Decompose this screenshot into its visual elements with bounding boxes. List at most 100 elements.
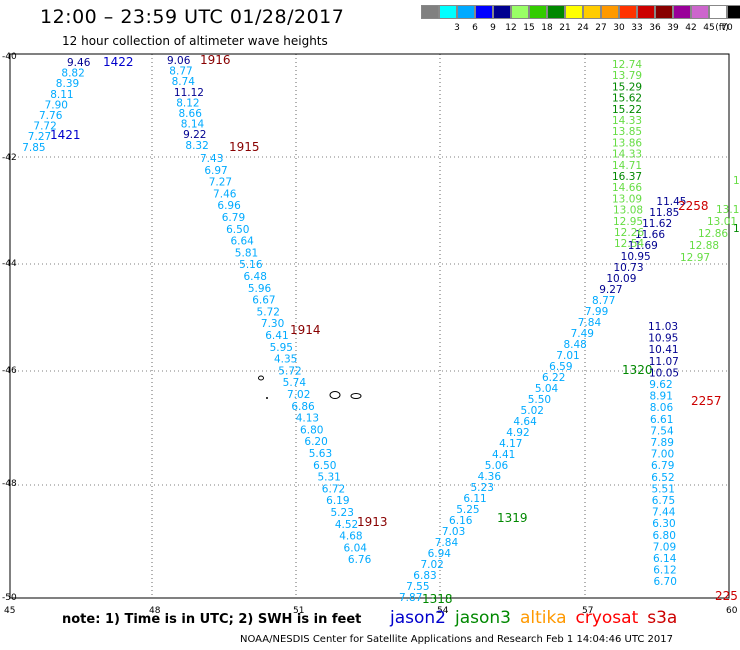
swh-value: 6.79 — [651, 460, 674, 472]
swh-value: 5.72 — [257, 306, 280, 318]
swh-value: 8.06 — [650, 402, 674, 414]
swh-value: 10.73 — [614, 262, 644, 274]
lat-tick-label: -44 — [2, 259, 17, 269]
swh-value: 4.41 — [492, 449, 515, 461]
lon-tick-label: 51 — [293, 606, 304, 616]
pass-time-label: 1421 — [50, 128, 81, 142]
swh-value: 6.96 — [217, 200, 241, 212]
swh-value: 10.95 — [648, 333, 678, 345]
swh-value: 4.52 — [335, 519, 358, 531]
swh-value: 8.39 — [56, 78, 79, 90]
swh-value: 11.69 — [628, 240, 658, 252]
swh-value: 7.99 — [585, 306, 608, 318]
legend-tick-label: 12 — [505, 23, 517, 33]
swh-value: 7.55 — [406, 581, 429, 593]
swh-value: 7.87 — [399, 592, 422, 604]
swh-value: 5.23 — [331, 507, 354, 519]
swh-value: 6.19 — [326, 495, 349, 507]
satellite-legend: jason2 jason3 altika cryosat s3a — [390, 608, 686, 628]
swh-value: 5.02 — [521, 405, 544, 417]
swh-value: 4.68 — [339, 531, 362, 543]
legend-swatch — [655, 5, 673, 19]
swh-value: 7.43 — [200, 153, 223, 165]
map-frame — [9, 53, 730, 599]
pass-time-label: 1318 — [422, 592, 453, 606]
swh-value: 16.37 — [612, 171, 642, 183]
legend-swatch — [475, 5, 493, 19]
island-shape — [350, 393, 362, 399]
legend-swatch — [709, 5, 727, 19]
swh-value: 5.74 — [283, 377, 307, 389]
swh-value: 5.23 — [471, 482, 494, 494]
swh-value: 8.77 — [592, 295, 615, 307]
swh-value: 14.33 — [612, 115, 642, 127]
pass-time-label: 2257 — [691, 394, 722, 408]
swh-value: 13.86 — [612, 137, 642, 149]
legend-tick-label: 33 — [631, 23, 643, 33]
lon-tick-label: 60 — [726, 606, 738, 616]
island-shape — [329, 391, 341, 399]
swh-value: 8.91 — [650, 391, 673, 403]
swh-value: 6.86 — [291, 401, 315, 413]
swh-value: 6.83 — [413, 570, 436, 582]
swh-value: 5.72 — [278, 365, 301, 377]
satellite-label-jason2: jason2 — [390, 608, 446, 628]
lat-tick-label: -40 — [2, 52, 17, 62]
swh-value: 6.20 — [304, 436, 327, 448]
legend-swatch — [421, 5, 439, 19]
swh-value: 10.05 — [649, 367, 679, 379]
page-subtitle: 12 hour collection of altimeter wave hei… — [62, 34, 328, 48]
swh-value: 7.09 — [653, 541, 676, 553]
swh-value: 5.51 — [652, 483, 675, 495]
swh-value: 1 — [733, 223, 740, 235]
legend-swatch — [493, 5, 511, 19]
swh-value: 5.50 — [528, 394, 551, 406]
swh-value: 6.79 — [222, 212, 245, 224]
swh-value: 4.64 — [513, 416, 537, 428]
swh-value: 7.84 — [435, 537, 459, 549]
swh-value: 7.49 — [571, 328, 594, 340]
swh-value: 6.22 — [542, 372, 565, 384]
swh-value: 6.12 — [653, 565, 676, 577]
swh-value: 14.71 — [612, 160, 642, 172]
swh-value: 7.84 — [578, 317, 602, 329]
swh-value: 12.26 — [614, 227, 644, 239]
legend-swatch — [601, 5, 619, 19]
swh-value: 9.06 — [167, 55, 191, 67]
pass-time-label: 1320 — [622, 363, 653, 377]
swh-value: 6.59 — [549, 361, 572, 373]
swh-value: 7.00 — [651, 449, 674, 461]
swh-value: 9.62 — [649, 379, 672, 391]
satellite-label-jason3: jason3 — [455, 608, 511, 628]
legend-tick-label: 70 — [721, 23, 733, 33]
swh-value: 8.14 — [181, 119, 205, 131]
legend-tick-label: 39 — [667, 23, 679, 33]
swh-value: 4.13 — [296, 413, 319, 425]
swh-value: 6.52 — [651, 472, 674, 484]
lat-tick-label: -48 — [2, 479, 17, 489]
legend-tick-label: 21 — [559, 23, 571, 33]
pass-time-label: 1916 — [200, 53, 231, 67]
pass-time-label: 225 — [715, 589, 738, 603]
swh-value: 15.29 — [612, 81, 642, 93]
swh-value: 8.77 — [169, 66, 192, 78]
swh-value: 11.12 — [174, 87, 204, 99]
swh-value: 5.06 — [485, 460, 509, 472]
satellite-label-cryosat: cryosat — [575, 608, 639, 628]
swh-value: 12.88 — [689, 240, 719, 252]
swh-value: 13.09 — [612, 193, 642, 205]
legend-tick-label: 6 — [472, 23, 478, 33]
swh-value: 8.66 — [179, 108, 203, 120]
swh-value: 5.95 — [270, 342, 293, 354]
swh-value: 6.64 — [230, 236, 254, 248]
swh-value: 6.97 — [204, 165, 227, 177]
swh-value: 12.95 — [613, 216, 643, 228]
swh-value: 7.27 — [209, 177, 232, 189]
legend-swatch — [565, 5, 583, 19]
legend-tick-label: 42 — [685, 23, 697, 33]
pass-time-label: 1913 — [357, 515, 388, 529]
lon-tick-label: 45 — [4, 606, 15, 616]
page-title: 12:00 – 23:59 UTC 01/28/2017 — [40, 6, 345, 28]
legend-swatch — [457, 5, 475, 19]
